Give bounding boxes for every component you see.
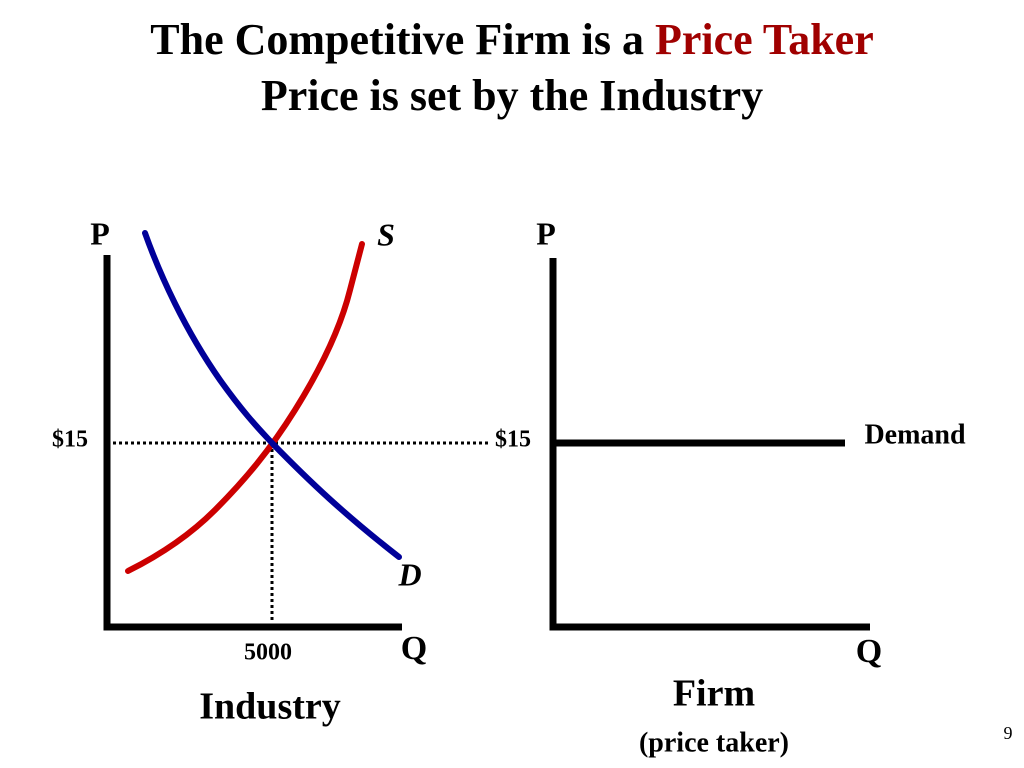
x-axis-label: Q bbox=[401, 630, 427, 667]
title-highlight: Price Taker bbox=[654, 15, 874, 64]
industry-axes bbox=[103, 255, 402, 631]
supply-curve bbox=[125, 241, 365, 574]
demand-label: Demand bbox=[864, 419, 966, 450]
y-axis-label: P bbox=[90, 215, 110, 251]
quantity-label: 5000 bbox=[244, 640, 292, 666]
caption: Industry bbox=[199, 686, 341, 728]
demand-curve bbox=[142, 230, 402, 560]
industry-graph: P S D Q 5000 $15 Industry bbox=[52, 215, 490, 728]
title-line-1: The Competitive Firm is a Price Taker bbox=[0, 12, 1024, 68]
x-axis-label: Q bbox=[856, 633, 882, 670]
firm-axes bbox=[549, 258, 870, 631]
title-line-2: Price is set by the Industry bbox=[260, 71, 764, 120]
caption: Firm bbox=[673, 673, 755, 715]
firm-graph: P $15 Demand Q Firm (price taker) bbox=[495, 215, 966, 758]
y-axis-label: P bbox=[536, 215, 556, 251]
subcaption: (price taker) bbox=[639, 727, 789, 758]
price-label: $15 bbox=[52, 427, 88, 453]
title-prefix: The Competitive Firm is a bbox=[150, 15, 644, 64]
page-number: 9 bbox=[1004, 723, 1013, 743]
supply-label: S bbox=[377, 216, 395, 252]
price-label: $15 bbox=[495, 427, 531, 453]
demand-label: D bbox=[397, 556, 421, 592]
title: The Competitive Firm is a Price Taker Pr… bbox=[0, 12, 1024, 124]
